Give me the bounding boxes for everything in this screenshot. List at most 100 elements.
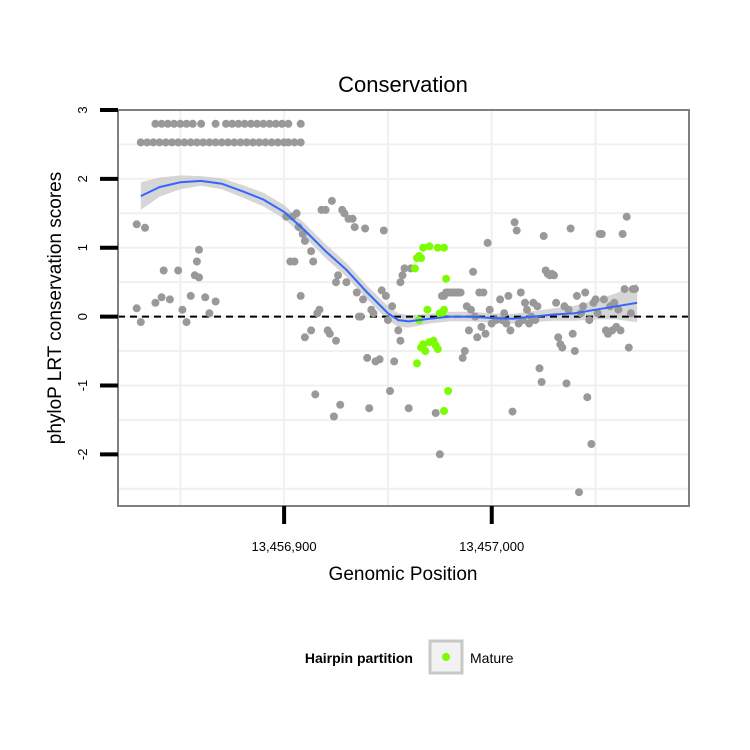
data-point-mature: [440, 305, 448, 314]
data-point-mature: [440, 407, 448, 415]
data-point: [618, 230, 627, 238]
data-point: [151, 119, 160, 128]
data-point-mature: [417, 254, 426, 263]
data-point: [398, 271, 407, 280]
data-point-mature: [433, 243, 442, 252]
data-point: [620, 285, 629, 294]
data-point: [292, 209, 301, 218]
data-point: [132, 220, 141, 229]
data-point: [568, 329, 577, 338]
data-point: [255, 138, 264, 147]
data-point: [516, 288, 525, 297]
data-point: [521, 298, 529, 307]
data-point: [379, 226, 388, 235]
data-point: [348, 214, 357, 223]
data-point: [467, 305, 475, 314]
data-point: [259, 119, 268, 128]
data-point: [217, 138, 226, 147]
data-point: [523, 305, 531, 314]
data-point: [325, 329, 334, 338]
y-tick-label: 1: [75, 244, 90, 251]
data-point-mature: [413, 359, 421, 368]
data-point: [284, 138, 293, 147]
data-point: [296, 138, 305, 147]
data-point: [284, 119, 293, 128]
data-point: [307, 326, 316, 335]
data-point: [477, 322, 486, 331]
data-point: [539, 232, 548, 240]
data-point: [481, 329, 490, 338]
data-point: [570, 347, 579, 355]
data-point: [157, 293, 166, 302]
data-point: [473, 333, 482, 342]
data-point: [261, 138, 270, 147]
data-point: [136, 138, 145, 147]
data-point: [396, 278, 405, 287]
data-point: [394, 326, 403, 335]
data-point: [496, 295, 505, 304]
data-point-mature: [423, 305, 432, 314]
data-point: [290, 257, 299, 266]
data-point: [155, 138, 164, 147]
data-point: [199, 138, 208, 147]
data-point: [197, 119, 206, 128]
data-point: [278, 119, 286, 128]
data-point: [506, 326, 515, 335]
data-point: [157, 119, 166, 128]
data-point: [508, 407, 517, 416]
data-point: [211, 297, 220, 306]
data-point: [201, 293, 210, 302]
data-point: [143, 138, 152, 147]
data-point: [246, 119, 255, 128]
data-point: [572, 291, 581, 300]
data-point: [228, 119, 237, 128]
data-point: [535, 364, 544, 373]
y-tick-label: 2: [75, 175, 90, 182]
data-point: [464, 326, 473, 335]
data-point: [180, 138, 189, 147]
data-point: [321, 205, 330, 214]
data-point: [564, 305, 573, 314]
data-point-mature: [433, 345, 442, 353]
data-point: [290, 138, 299, 147]
x-axis: 13,456,900 13,457,000: [252, 506, 524, 554]
data-point: [332, 278, 340, 287]
data-point: [390, 357, 399, 366]
data-point: [342, 278, 351, 287]
data-point: [163, 119, 172, 128]
data-point: [136, 318, 145, 327]
data-point: [300, 236, 309, 245]
data-point: [356, 312, 365, 321]
data-point: [469, 267, 478, 276]
data-point: [249, 138, 257, 147]
data-point: [182, 119, 191, 128]
data-point: [381, 291, 390, 300]
data-point: [579, 302, 588, 311]
data-point: [151, 298, 160, 307]
smooth-confidence-ribbon: [140, 175, 638, 328]
data-point: [234, 119, 243, 128]
data-point: [622, 212, 631, 221]
data-point: [168, 138, 176, 147]
data-point: [170, 119, 179, 128]
data-point-mature: [410, 264, 419, 273]
data-point: [575, 488, 583, 497]
data-point: [593, 309, 602, 318]
data-point: [176, 119, 185, 128]
data-point-mature: [444, 387, 453, 395]
data-point: [174, 138, 183, 147]
data-point: [192, 138, 201, 147]
data-point-mature: [421, 347, 430, 355]
y-tick-label: 0: [75, 313, 90, 320]
data-point: [334, 271, 343, 280]
legend-label-mature: Mature: [470, 650, 514, 666]
data-point: [230, 138, 239, 147]
data-point: [296, 291, 305, 300]
data-point: [188, 119, 197, 128]
data-point: [307, 247, 316, 256]
data-point: [192, 257, 201, 266]
data-point: [458, 353, 467, 362]
data-point: [581, 288, 590, 297]
y-axis-title: phyloP LRT conservation scores: [45, 172, 66, 445]
